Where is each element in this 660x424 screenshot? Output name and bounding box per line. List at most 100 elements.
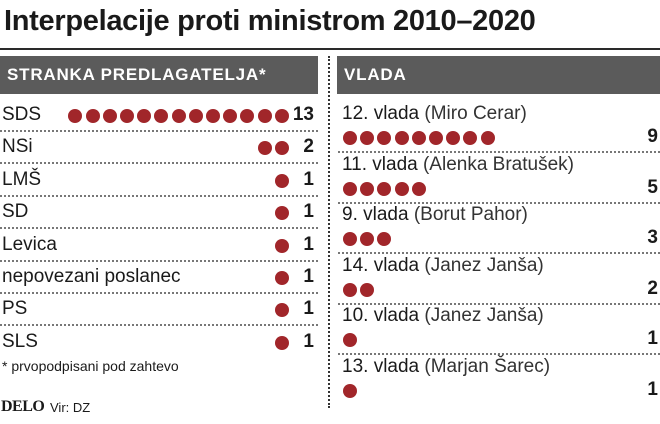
- interpellation-dot: [68, 109, 83, 123]
- interpellation-dot: [274, 271, 289, 285]
- party-dots: [274, 206, 292, 221]
- party-row: SDS 13: [0, 100, 318, 132]
- interpellation-dot: [257, 141, 272, 156]
- government-number: 9. vlada: [342, 204, 409, 226]
- interpellation-dot: [188, 109, 203, 123]
- prime-minister-name: (Miro Cerar): [424, 103, 527, 124]
- party-row: NSi 2: [0, 132, 318, 165]
- row-separator: [0, 259, 318, 262]
- row-separator: [338, 353, 660, 356]
- interpellation-dot: [85, 109, 100, 123]
- government-count: 3: [647, 227, 658, 249]
- government-row: 9. vlada (Borut Pahor) 3: [338, 204, 660, 255]
- prime-minister-name: (Janez Janša): [424, 305, 544, 327]
- interpellation-dot: [274, 109, 289, 123]
- government-number: 12. vlada: [342, 103, 420, 124]
- party-dots: [274, 303, 292, 318]
- interpellation-dot: [480, 131, 495, 145]
- interpellation-dot: [120, 109, 134, 123]
- interpellation-dot: [360, 282, 375, 297]
- party-count: 1: [303, 330, 314, 352]
- party-row: LMŠ 1: [0, 165, 318, 197]
- party-header: STRANKA PREDLAGATELJA*: [0, 56, 318, 94]
- government-row: 14. vlada (Janez Janša) 2: [338, 255, 660, 305]
- government-count: 1: [647, 379, 658, 400]
- government-label: 12. vlada (Miro Cerar): [342, 103, 527, 125]
- prime-minister-name: (Janez Janša): [424, 254, 544, 276]
- row-separator: [0, 162, 318, 165]
- interpellation-dot: [360, 131, 375, 145]
- party-dots: [274, 335, 292, 350]
- party-row: SLS 1: [0, 327, 318, 359]
- column-divider: [328, 56, 330, 408]
- interpellation-dot: [394, 181, 409, 196]
- row-separator: [338, 252, 660, 255]
- row-separator: [338, 302, 660, 305]
- government-count: 9: [647, 126, 658, 147]
- party-count: 2: [303, 136, 314, 158]
- party-dots: [274, 238, 292, 253]
- government-number: 11. vlada: [342, 153, 418, 175]
- government-label: 13. vlada (Marjan Šarec): [342, 356, 550, 378]
- interpellation-dot: [446, 131, 461, 145]
- row-separator: [0, 130, 318, 132]
- prime-minister-name: (Alenka Bratušek): [422, 153, 574, 175]
- interpellation-dot: [274, 173, 289, 188]
- party-dots: [68, 109, 292, 123]
- party-label: SLS: [2, 330, 38, 352]
- interpellation-dot: [343, 232, 357, 247]
- interpellation-dot: [411, 131, 426, 145]
- interpellation-dot: [394, 131, 409, 145]
- prime-minister-name: (Borut Pahor): [413, 204, 528, 226]
- source-note: Vir: DZ: [50, 400, 91, 415]
- interpellation-dot: [343, 282, 357, 297]
- interpellation-dot: [257, 109, 272, 123]
- party-row: Levica 1: [0, 230, 318, 262]
- party-count: 1: [303, 233, 314, 255]
- party-dots: [257, 141, 292, 156]
- government-header: VLADA: [337, 56, 660, 94]
- party-label: Levica: [2, 233, 57, 255]
- government-number: 13. vlada: [342, 356, 420, 377]
- interpellation-dot: [274, 335, 289, 350]
- government-row: 13. vlada (Marjan Šarec) 1: [338, 356, 660, 406]
- party-count: 1: [303, 201, 314, 223]
- party-count: 1: [303, 266, 314, 287]
- interpellation-dot: [429, 131, 443, 145]
- party-label: PS: [2, 298, 28, 320]
- government-row: 12. vlada (Miro Cerar) 9: [338, 103, 660, 153]
- interpellation-dot: [360, 232, 375, 247]
- interpellation-dot: [343, 181, 357, 196]
- government-label: 10. vlada (Janez Janša): [342, 305, 544, 327]
- title-rule: [0, 48, 660, 50]
- interpellation-dot: [343, 333, 357, 348]
- interpellation-dot: [377, 232, 392, 247]
- interpellation-dot: [137, 109, 152, 123]
- government-count: 1: [647, 328, 658, 350]
- party-label: nepovezani poslanec: [2, 266, 181, 287]
- interpellation-dot: [360, 181, 375, 196]
- government-number: 10. vlada: [342, 305, 420, 327]
- interpellation-dot: [411, 181, 426, 196]
- government-row: 11. vlada (Alenka Bratušek) 5: [338, 154, 660, 204]
- footnote: * prvopodpisani pod zahtevo: [2, 358, 179, 374]
- party-label: SDS: [2, 104, 42, 125]
- party-row: nepovezani poslanec 1: [0, 262, 318, 294]
- government-count: 2: [647, 277, 658, 299]
- government-label: 11. vlada (Alenka Bratušek): [342, 154, 574, 176]
- row-separator: [338, 151, 660, 153]
- interpellation-dot: [223, 109, 238, 123]
- party-row: SD 1: [0, 197, 318, 230]
- prime-minister-name: (Marjan Šarec): [424, 356, 551, 377]
- party-dots: [274, 271, 292, 285]
- government-number: 14. vlada: [342, 254, 420, 276]
- interpellation-dot: [274, 303, 289, 318]
- party-row: PS 1: [0, 294, 318, 327]
- interpellation-dot: [377, 181, 392, 196]
- row-separator: [0, 324, 318, 327]
- party-count: 1: [303, 298, 314, 320]
- party-count: 13: [292, 104, 314, 125]
- government-label: 9. vlada (Borut Pahor): [342, 204, 528, 226]
- row-separator: [0, 194, 318, 197]
- party-dots: [274, 173, 292, 188]
